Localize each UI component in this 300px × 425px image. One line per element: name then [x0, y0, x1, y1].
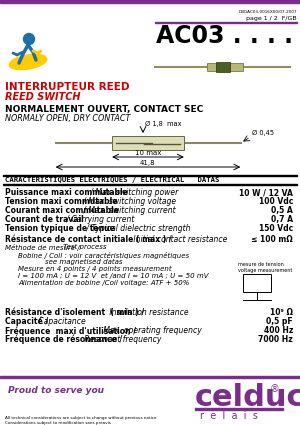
Text: page 1 / 2  F/GB: page 1 / 2 F/GB [246, 16, 297, 21]
Text: Ø 1,8  max: Ø 1,8 max [145, 121, 182, 127]
Text: Fréquence  maxi d'utilisation /: Fréquence maxi d'utilisation / [5, 326, 136, 335]
Bar [195, 408, 283, 410]
Bar [207, 63, 243, 71]
Text: mesure de tension: mesure de tension [238, 262, 284, 267]
Text: NORMALY OPEN, DRY CONTACT: NORMALY OPEN, DRY CONTACT [5, 114, 130, 123]
Text: celduc: celduc [195, 383, 300, 412]
Text: Resonant frequency: Resonant frequency [82, 335, 162, 344]
Text: 10 max: 10 max [135, 150, 161, 156]
Text: Insulation resistance: Insulation resistance [107, 308, 189, 317]
Text: ≤ 100 mΩ: ≤ 100 mΩ [251, 235, 293, 244]
Circle shape [23, 34, 34, 45]
Text: NORMALEMENT OUVERT, CONTACT SEC: NORMALEMENT OUVERT, CONTACT SEC [5, 105, 203, 114]
Text: Tension maxi commutable: Tension maxi commutable [5, 197, 118, 206]
Text: Résistance de contact initiale ( max ) /: Résistance de contact initiale ( max ) / [5, 235, 172, 244]
Bar [0, 376, 300, 377]
Text: REED SWITCH: REED SWITCH [5, 92, 80, 102]
Text: Méthode de mesure /: Méthode de mesure / [5, 244, 80, 251]
Text: CARACTERISTIQUES ELECTRIQUES / ELECTRICAL   DATAS: CARACTERISTIQUES ELECTRIQUES / ELECTRICA… [5, 177, 219, 183]
Text: Puissance maxi commutable: Puissance maxi commutable [5, 188, 128, 197]
Text: Initial contact resistance: Initial contact resistance [131, 235, 227, 244]
Text: DBGAC03-0016X00/07-2007: DBGAC03-0016X00/07-2007 [238, 10, 297, 14]
Ellipse shape [9, 54, 47, 70]
Bar [155, 22, 297, 23]
Text: 41,8: 41,8 [140, 160, 156, 166]
Text: r  e  l  a  i  s: r e l a i s [200, 411, 258, 421]
Text: Test process: Test process [61, 244, 106, 250]
Text: 150 Vdc: 150 Vdc [259, 224, 293, 233]
Text: Courant maxi commutable: Courant maxi commutable [5, 206, 119, 215]
Text: 0,7 A: 0,7 A [271, 215, 293, 224]
Text: 10⁹ Ω: 10⁹ Ω [270, 308, 293, 317]
Text: Proud to serve you: Proud to serve you [8, 386, 104, 395]
Text: 400 Hz: 400 Hz [264, 326, 293, 335]
Text: Mesure en 4 points / 4 points measurement: Mesure en 4 points / 4 points measuremen… [18, 266, 172, 272]
Text: Résistance d'isolement  ( min ) /: Résistance d'isolement ( min ) / [5, 308, 144, 317]
Text: / Max. switching voltage: / Max. switching voltage [81, 197, 176, 206]
Text: INTERRUPTEUR REED: INTERRUPTEUR REED [5, 82, 130, 92]
Text: Max. operating frequency: Max. operating frequency [101, 326, 202, 335]
Text: I = 100 mA ; U = 12 V  et /and I = 10 mA ; U = 50 mV: I = 100 mA ; U = 12 V et /and I = 10 mA … [18, 273, 208, 279]
Bar [243, 274, 271, 292]
Text: voltage measurement: voltage measurement [238, 268, 292, 273]
Text: Courant de travail: Courant de travail [5, 215, 84, 224]
Text: / Max. switching power: / Max. switching power [88, 188, 178, 197]
Text: 0,5 pF: 0,5 pF [266, 317, 293, 326]
Text: Bobine / Coil : voir caractéristiques magnétiques: Bobine / Coil : voir caractéristiques ma… [18, 252, 189, 259]
Text: / Typical dielectric strength: / Typical dielectric strength [84, 224, 191, 233]
Text: Tension typique de tenue: Tension typique de tenue [5, 224, 115, 233]
Bar [0, 0, 300, 3]
Text: Capacité /: Capacité / [5, 317, 48, 326]
Text: 7000 Hz: 7000 Hz [258, 335, 293, 344]
Text: Ø 0,45: Ø 0,45 [251, 130, 274, 136]
Text: see magnetised datas: see magnetised datas [45, 259, 122, 265]
Text: 100 Vdc: 100 Vdc [259, 197, 293, 206]
Text: 10 W / 12 VA: 10 W / 12 VA [239, 188, 293, 197]
Text: Capacitance: Capacitance [36, 317, 86, 326]
Text: AC03 . . . .: AC03 . . . . [156, 24, 293, 48]
Text: 0,5 A: 0,5 A [271, 206, 293, 215]
Text: / Max. switching current: / Max. switching current [81, 206, 176, 215]
Bar [216, 62, 230, 72]
Text: ®: ® [270, 384, 280, 394]
Text: Considérations subject to modification sans préavis: Considérations subject to modification s… [5, 421, 111, 425]
Text: / Carrying current: / Carrying current [64, 215, 135, 224]
Text: Fréquence de résonnance /: Fréquence de résonnance / [5, 335, 122, 345]
Bar [3, 175, 297, 176]
Text: Alimentation de bobine /Coil voltage: ATF + 50%: Alimentation de bobine /Coil voltage: AT… [18, 280, 189, 286]
Text: All technical considerations are subject to change without previous notice: All technical considerations are subject… [5, 416, 157, 420]
Bar [112, 136, 184, 150]
